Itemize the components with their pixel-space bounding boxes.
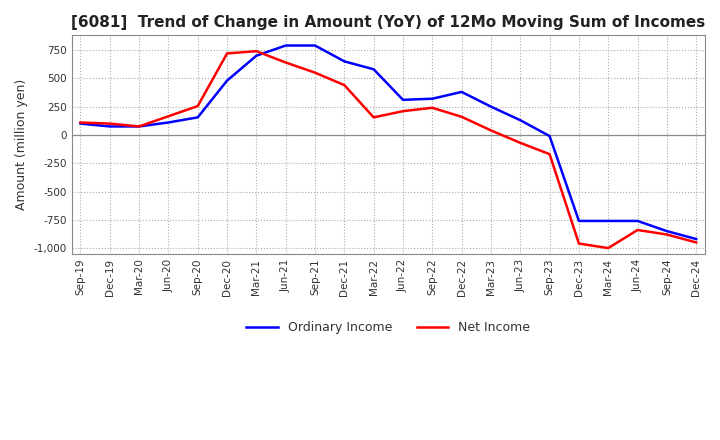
Net Income <box>76 120 85 125</box>
Net Income <box>222 51 231 56</box>
Net Income <box>692 240 701 245</box>
Ordinary Income <box>105 124 114 129</box>
Legend: Ordinary Income, Net Income: Ordinary Income, Net Income <box>241 316 535 339</box>
Line: Ordinary Income: Ordinary Income <box>81 45 696 239</box>
Ordinary Income <box>545 133 554 139</box>
Net Income <box>340 82 348 88</box>
Net Income <box>164 114 173 119</box>
Net Income <box>604 246 613 251</box>
Net Income <box>105 121 114 126</box>
Net Income <box>545 151 554 157</box>
Net Income <box>399 109 408 114</box>
Net Income <box>369 115 378 120</box>
Ordinary Income <box>692 236 701 242</box>
Net Income <box>487 128 495 133</box>
Net Income <box>311 70 320 75</box>
Ordinary Income <box>252 53 261 59</box>
Net Income <box>428 105 436 110</box>
Ordinary Income <box>76 121 85 126</box>
Title: [6081]  Trend of Change in Amount (YoY) of 12Mo Moving Sum of Incomes: [6081] Trend of Change in Amount (YoY) o… <box>71 15 706 30</box>
Ordinary Income <box>428 96 436 101</box>
Net Income <box>282 60 290 65</box>
Ordinary Income <box>662 228 671 234</box>
Ordinary Income <box>604 218 613 224</box>
Net Income <box>457 114 466 119</box>
Ordinary Income <box>282 43 290 48</box>
Net Income <box>575 241 583 246</box>
Ordinary Income <box>516 117 525 123</box>
Ordinary Income <box>369 66 378 72</box>
Ordinary Income <box>457 89 466 95</box>
Ordinary Income <box>634 218 642 224</box>
Net Income <box>135 124 143 129</box>
Ordinary Income <box>487 104 495 109</box>
Net Income <box>662 232 671 237</box>
Ordinary Income <box>311 43 320 48</box>
Y-axis label: Amount (million yen): Amount (million yen) <box>15 79 28 210</box>
Ordinary Income <box>575 218 583 224</box>
Net Income <box>634 227 642 233</box>
Ordinary Income <box>222 78 231 83</box>
Ordinary Income <box>164 120 173 125</box>
Net Income <box>194 103 202 109</box>
Ordinary Income <box>135 124 143 129</box>
Net Income <box>252 48 261 54</box>
Net Income <box>516 140 525 146</box>
Ordinary Income <box>194 115 202 120</box>
Ordinary Income <box>340 59 348 64</box>
Line: Net Income: Net Income <box>81 51 696 248</box>
Ordinary Income <box>399 97 408 103</box>
